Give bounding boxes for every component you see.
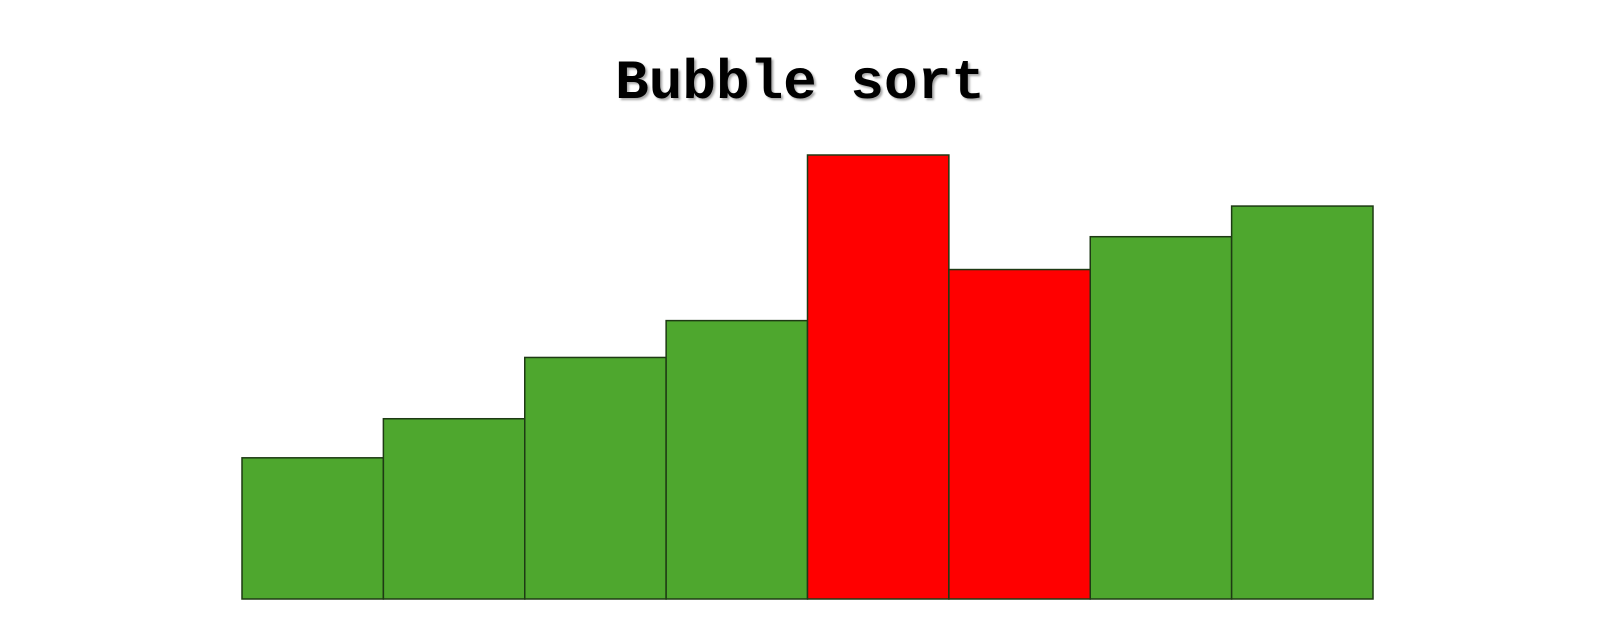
bar-2 — [382, 417, 526, 600]
chart-title: Bubble sort — [615, 51, 985, 115]
bar-6 — [948, 268, 1092, 600]
bar-3 — [524, 356, 667, 600]
bar-8 — [1230, 205, 1374, 600]
bar-4 — [665, 319, 809, 600]
bar-7 — [1089, 235, 1233, 600]
bar-5 — [806, 154, 950, 600]
bar-group — [241, 154, 1374, 600]
bar-1 — [241, 457, 385, 600]
